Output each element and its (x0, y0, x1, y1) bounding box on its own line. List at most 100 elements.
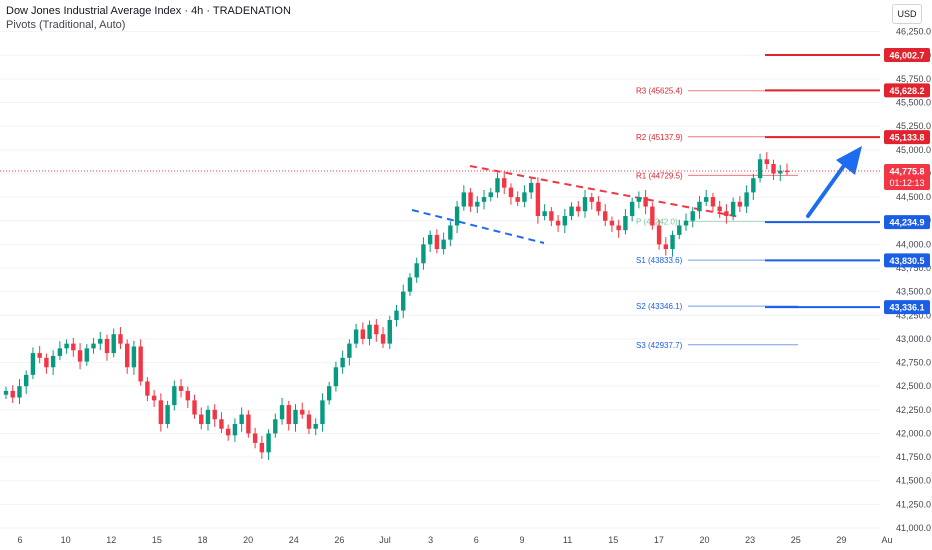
candle[interactable] (677, 225, 682, 235)
candle[interactable] (151, 395, 157, 401)
candle[interactable] (199, 414, 204, 424)
upper-trendline[interactable] (469, 165, 741, 218)
candle[interactable] (609, 220, 615, 226)
candle[interactable] (757, 159, 763, 179)
candle[interactable] (576, 206, 581, 212)
candle[interactable] (313, 424, 318, 429)
candle[interactable] (57, 348, 63, 356)
candle[interactable] (124, 343, 130, 368)
candle[interactable] (84, 348, 89, 362)
candle[interactable] (764, 159, 770, 164)
candle[interactable] (771, 164, 776, 174)
candle[interactable] (360, 329, 366, 339)
candle[interactable] (737, 201, 743, 207)
candle[interactable] (286, 405, 291, 424)
candle[interactable] (690, 211, 695, 221)
candle[interactable] (407, 277, 413, 292)
candle[interactable] (225, 428, 231, 436)
candle[interactable] (98, 338, 103, 344)
candle[interactable] (730, 201, 736, 216)
candle[interactable] (259, 442, 265, 453)
candle[interactable] (340, 357, 345, 368)
candle[interactable] (192, 400, 197, 415)
candle[interactable] (697, 201, 702, 212)
candle[interactable] (441, 239, 446, 250)
candle[interactable] (616, 225, 621, 231)
candle[interactable] (495, 178, 500, 193)
candle[interactable] (380, 334, 386, 344)
candle[interactable] (77, 350, 83, 362)
candle[interactable] (158, 400, 164, 424)
candle[interactable] (64, 343, 69, 349)
candle[interactable] (145, 381, 150, 396)
candle[interactable] (555, 220, 561, 226)
candle[interactable] (394, 310, 399, 320)
candle[interactable] (374, 324, 379, 335)
candle[interactable] (603, 211, 608, 221)
candle[interactable] (502, 178, 507, 188)
candle[interactable] (333, 367, 339, 387)
candle[interactable] (320, 400, 325, 424)
candle[interactable] (50, 355, 56, 368)
candle[interactable] (562, 216, 568, 226)
candle[interactable] (663, 244, 669, 250)
candle[interactable] (219, 419, 224, 429)
candle[interactable] (71, 343, 76, 351)
candle[interactable] (488, 192, 493, 198)
candle[interactable] (704, 197, 709, 202)
candle[interactable] (744, 192, 749, 207)
candle[interactable] (353, 329, 359, 344)
candle[interactable] (367, 324, 372, 339)
candle[interactable] (596, 201, 601, 212)
candle[interactable] (111, 334, 116, 354)
candle[interactable] (326, 386, 332, 401)
candle[interactable] (448, 225, 453, 240)
candle[interactable] (549, 211, 554, 221)
candle[interactable] (454, 206, 460, 226)
candle[interactable] (414, 263, 419, 278)
candle[interactable] (629, 201, 635, 216)
candle[interactable] (300, 409, 305, 415)
candle[interactable] (3, 390, 9, 395)
candle[interactable] (44, 357, 49, 368)
candle[interactable] (401, 291, 406, 311)
candle[interactable] (778, 170, 783, 174)
candle[interactable] (131, 346, 137, 368)
indicator-label[interactable]: Pivots (Traditional, Auto) (6, 19, 126, 31)
candle[interactable] (710, 197, 716, 207)
candle[interactable] (589, 197, 594, 202)
candle[interactable] (279, 405, 285, 420)
candle[interactable] (239, 414, 244, 424)
candle[interactable] (535, 182, 541, 216)
trend-arrow[interactable] (806, 146, 862, 218)
candle[interactable] (522, 192, 527, 202)
candle[interactable] (481, 197, 487, 202)
candle[interactable] (205, 409, 211, 424)
candle[interactable] (266, 433, 271, 453)
candle[interactable] (172, 386, 177, 406)
candle[interactable] (10, 390, 15, 398)
candle[interactable] (724, 211, 729, 216)
candle[interactable] (508, 187, 514, 198)
candle[interactable] (165, 405, 170, 424)
candle[interactable] (475, 201, 480, 207)
candle[interactable] (623, 216, 628, 231)
candle[interactable] (670, 234, 675, 250)
candle[interactable] (683, 220, 689, 226)
candle[interactable] (434, 234, 440, 250)
candle[interactable] (542, 211, 547, 216)
candle[interactable] (468, 192, 473, 207)
candle[interactable] (427, 234, 433, 245)
candle[interactable] (421, 244, 426, 264)
candle[interactable] (138, 346, 143, 382)
lower-trendline[interactable] (411, 209, 545, 244)
candle[interactable] (784, 170, 790, 173)
candle[interactable] (118, 334, 123, 344)
candle[interactable] (347, 343, 352, 358)
candle[interactable] (273, 419, 278, 434)
candle[interactable] (528, 182, 534, 193)
candle[interactable] (178, 386, 184, 391)
candle[interactable] (17, 386, 22, 398)
candle[interactable] (30, 353, 36, 375)
candle[interactable] (650, 206, 655, 226)
